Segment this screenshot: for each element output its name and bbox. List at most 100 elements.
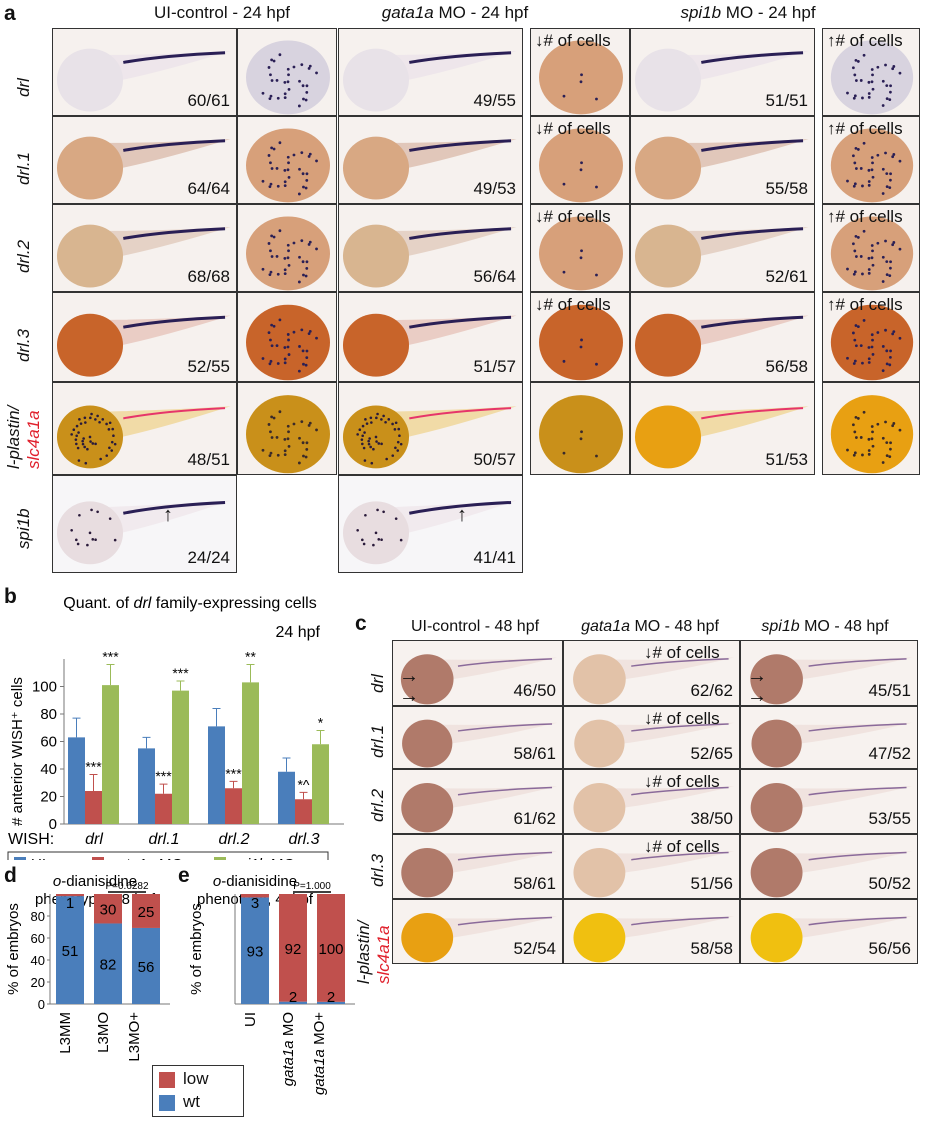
chart-b-ytick-label: 0 (49, 816, 57, 833)
embryo-image (573, 783, 734, 833)
stained-cell (261, 357, 265, 360)
stained-cell (387, 418, 391, 421)
stained-cell (871, 175, 875, 179)
embryo-yolk (56, 224, 124, 288)
chart-b-bar (208, 726, 225, 824)
chart-b-legend-swatch (14, 857, 26, 860)
stained-cell (856, 236, 860, 239)
stained-cell (287, 353, 291, 356)
embryo-image (751, 719, 912, 768)
embryo-ventral-image (246, 128, 330, 203)
stained-cell (272, 416, 276, 420)
stained-cell (315, 428, 318, 432)
cell-count-note: ↓# of cells (535, 207, 611, 226)
stained-cell (394, 517, 398, 520)
stained-cell (269, 451, 273, 455)
embryo-ventral-image (830, 128, 914, 203)
panel-c-image: 58/58 (563, 899, 740, 964)
stained-cell (268, 454, 272, 458)
embryo-image (402, 719, 558, 768)
embryo-yolk (573, 654, 626, 705)
embryo-yolk-ventral (830, 128, 914, 203)
expression-stripe (123, 315, 226, 329)
stained-cell (891, 67, 895, 71)
stained-cell (91, 442, 95, 445)
stained-cell (853, 94, 857, 98)
embryo-image (56, 224, 231, 288)
stained-cell (304, 186, 308, 190)
stained-cell (870, 244, 874, 247)
stained-cell (853, 359, 857, 363)
stained-cell (580, 73, 583, 77)
stained-cell (852, 362, 856, 365)
panel-a-ventral-image (237, 382, 337, 475)
stained-cell (287, 444, 291, 448)
ratio-label: 52/55 (187, 357, 230, 376)
stained-cell (88, 435, 92, 439)
panel-a-ventral-image: ↑# of cells (822, 116, 920, 204)
stained-cell (307, 243, 311, 246)
embryo-image (634, 313, 809, 377)
chart-pvalue: P=0.6282 (105, 881, 149, 892)
stained-cell (898, 159, 902, 163)
stained-cell (884, 151, 887, 155)
stained-cell (300, 420, 304, 424)
stained-cell (891, 332, 895, 336)
expression-stripe (409, 227, 512, 240)
stained-cell (881, 461, 885, 464)
stained-cell (89, 416, 92, 420)
ratio-label: 45/51 (868, 681, 911, 700)
stained-cell (595, 454, 598, 458)
stained-cell (382, 414, 385, 418)
stained-cell (891, 424, 895, 428)
stained-cell (304, 363, 308, 367)
stained-cell (888, 363, 892, 367)
embryo-image (56, 500, 231, 565)
stained-cell (275, 436, 279, 439)
embryo-ventral-image (246, 40, 330, 115)
panel-c-column-header: gata1a MO - 48 hpf (581, 618, 719, 635)
panel-c-image: 45/51 → → (740, 640, 918, 706)
chart-bar-low-count: 30 (100, 902, 117, 919)
stained-cell (889, 355, 892, 359)
chart-bar-wt (241, 897, 269, 1004)
ratio-label: 52/65 (690, 744, 733, 763)
stained-cell (275, 167, 279, 170)
stained-cell (595, 273, 598, 277)
stained-cell (881, 436, 885, 440)
embryo-image (573, 654, 734, 705)
stained-cell (881, 280, 885, 283)
ratio-label: 61/62 (513, 809, 556, 828)
expression-stripe (123, 407, 226, 420)
embryo-tail (376, 315, 517, 346)
stained-cell (885, 362, 889, 366)
chart-b-ytick-label: 80 (40, 706, 57, 723)
panel-c-row-label: drl.2 (368, 788, 387, 822)
stained-cell (881, 255, 885, 259)
stained-cell (111, 427, 115, 431)
stained-cell (70, 528, 73, 532)
stained-cell (360, 438, 364, 441)
stained-cell (315, 159, 318, 163)
embryo-tail (668, 315, 809, 346)
chart-bar-wt-count: 82 (100, 957, 117, 974)
stained-cell (298, 255, 301, 259)
stained-cell (272, 324, 276, 328)
expression-stripe (409, 139, 512, 152)
stained-cell (270, 58, 274, 62)
panel-a-lateral-image: 60/61 (52, 28, 237, 116)
stained-cell (361, 424, 365, 428)
stained-cell (853, 451, 857, 455)
stained-cell (867, 256, 871, 260)
embryo-yolk-ventral (539, 40, 623, 115)
panel-c-image: 52/54 (392, 899, 563, 964)
stained-cell (854, 324, 858, 327)
stained-cell (308, 421, 312, 425)
stained-cell (889, 260, 892, 264)
stained-cell (287, 73, 290, 77)
stained-cell (287, 175, 291, 179)
stained-cell (871, 263, 875, 267)
ratio-label: 51/51 (765, 91, 808, 110)
stained-cell (579, 168, 583, 172)
